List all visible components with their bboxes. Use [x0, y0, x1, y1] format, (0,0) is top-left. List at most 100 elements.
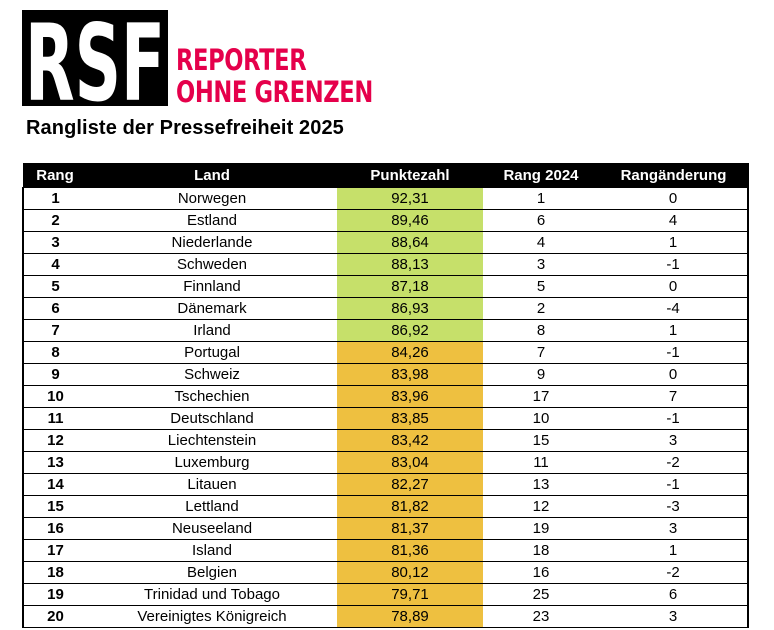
rank-change-cell: 1 — [599, 231, 749, 254]
logo-line-2: OHNE GRENZEN — [176, 75, 373, 109]
score-cell: 83,42 — [337, 429, 483, 452]
rank-cell: 9 — [22, 363, 87, 386]
rsf-logo-mark-text: RSF — [25, 10, 165, 106]
rank-2024-cell: 9 — [483, 363, 599, 386]
table-row: 20 Vereinigtes Königreich 78,89 23 3 — [22, 605, 749, 628]
country-cell: Litauen — [87, 473, 337, 496]
rank-2024-cell: 10 — [483, 407, 599, 430]
country-cell: Island — [87, 539, 337, 562]
rank-change-cell: -2 — [599, 451, 749, 474]
rank-change-cell: -1 — [599, 253, 749, 276]
country-cell: Trinidad und Tobago — [87, 583, 337, 606]
score-cell: 84,26 — [337, 341, 483, 364]
rank-2024-cell: 25 — [483, 583, 599, 606]
country-cell: Schweiz — [87, 363, 337, 386]
table-row: 14 Litauen 82,27 13 -1 — [22, 473, 749, 496]
table-row: 7 Irland 86,92 8 1 — [22, 319, 749, 342]
rank-cell: 11 — [22, 407, 87, 430]
score-cell: 79,71 — [337, 583, 483, 606]
rank-2024-cell: 15 — [483, 429, 599, 452]
table-row: 16 Neuseeland 81,37 19 3 — [22, 517, 749, 540]
country-cell: Lettland — [87, 495, 337, 518]
rank-cell: 8 — [22, 341, 87, 364]
table-row: 1 Norwegen 92,31 1 0 — [22, 187, 749, 210]
rsf-logo-wordmark: REPORTER OHNE GRENZEN — [176, 43, 373, 109]
country-cell: Finnland — [87, 275, 337, 298]
score-cell: 87,18 — [337, 275, 483, 298]
table-row: 15 Lettland 81,82 12 -3 — [22, 495, 749, 518]
rank-change-cell: -4 — [599, 297, 749, 320]
country-cell: Schweden — [87, 253, 337, 276]
score-cell: 88,13 — [337, 253, 483, 276]
page-title: Rangliste der Pressefreiheit 2025 — [26, 117, 344, 139]
header-land: Land — [86, 163, 338, 188]
rsf-logo-mark: RSF — [22, 10, 168, 106]
table-row: 12 Liechtenstein 83,42 15 3 — [22, 429, 749, 452]
rank-change-cell: 0 — [599, 363, 749, 386]
rank-change-cell: -2 — [599, 561, 749, 584]
rank-change-cell: -1 — [599, 473, 749, 496]
rank-change-cell: 1 — [599, 319, 749, 342]
table-row: 8 Portugal 84,26 7 -1 — [22, 341, 749, 364]
rank-change-cell: 6 — [599, 583, 749, 606]
header-punktezahl: Punktezahl — [336, 163, 484, 188]
rank-cell: 5 — [22, 275, 87, 298]
score-cell: 80,12 — [337, 561, 483, 584]
score-cell: 81,37 — [337, 517, 483, 540]
country-cell: Vereinigtes Königreich — [87, 605, 337, 628]
country-cell: Neuseeland — [87, 517, 337, 540]
rank-2024-cell: 23 — [483, 605, 599, 628]
country-cell: Luxemburg — [87, 451, 337, 474]
header-rang-2024: Rang 2024 — [482, 163, 600, 188]
rank-2024-cell: 19 — [483, 517, 599, 540]
rank-change-cell: -1 — [599, 407, 749, 430]
country-cell: Tschechien — [87, 385, 337, 408]
logo-line-1: REPORTER — [176, 43, 307, 77]
rank-cell: 1 — [22, 187, 87, 210]
rank-change-cell: 4 — [599, 209, 749, 232]
rank-change-cell: 1 — [599, 539, 749, 562]
table-row: 6 Dänemark 86,93 2 -4 — [22, 297, 749, 320]
table-row: 11 Deutschland 83,85 10 -1 — [22, 407, 749, 430]
rank-2024-cell: 11 — [483, 451, 599, 474]
rank-2024-cell: 8 — [483, 319, 599, 342]
rank-change-cell: 7 — [599, 385, 749, 408]
rank-cell: 14 — [22, 473, 87, 496]
country-cell: Niederlande — [87, 231, 337, 254]
score-cell: 86,92 — [337, 319, 483, 342]
rank-cell: 18 — [22, 561, 87, 584]
rank-2024-cell: 1 — [483, 187, 599, 210]
score-cell: 92,31 — [337, 187, 483, 210]
score-cell: 86,93 — [337, 297, 483, 320]
table-row: 13 Luxemburg 83,04 11 -2 — [22, 451, 749, 474]
rank-change-cell: 0 — [599, 275, 749, 298]
rank-2024-cell: 18 — [483, 539, 599, 562]
country-cell: Liechtenstein — [87, 429, 337, 452]
rank-cell: 19 — [22, 583, 87, 606]
table-row: 2 Estland 89,46 6 4 — [22, 209, 749, 232]
score-cell: 83,04 — [337, 451, 483, 474]
rank-2024-cell: 4 — [483, 231, 599, 254]
table-row: 19 Trinidad und Tobago 79,71 25 6 — [22, 583, 749, 606]
header-rang: Rang — [22, 163, 88, 188]
rank-2024-cell: 2 — [483, 297, 599, 320]
score-cell: 89,46 — [337, 209, 483, 232]
score-cell: 78,89 — [337, 605, 483, 628]
rank-cell: 7 — [22, 319, 87, 342]
ranking-table: Rang Land Punktezahl Rang 2024 Rangänder… — [22, 163, 749, 628]
rank-change-cell: 3 — [599, 605, 749, 628]
table-row: 5 Finnland 87,18 5 0 — [22, 275, 749, 298]
rank-change-cell: 3 — [599, 429, 749, 452]
rank-2024-cell: 16 — [483, 561, 599, 584]
table-header-row: Rang Land Punktezahl Rang 2024 Rangänder… — [22, 163, 749, 188]
score-cell: 83,85 — [337, 407, 483, 430]
country-cell: Deutschland — [87, 407, 337, 430]
rank-change-cell: -3 — [599, 495, 749, 518]
rank-cell: 16 — [22, 517, 87, 540]
table-row: 4 Schweden 88,13 3 -1 — [22, 253, 749, 276]
score-cell: 88,64 — [337, 231, 483, 254]
rank-2024-cell: 5 — [483, 275, 599, 298]
rank-cell: 12 — [22, 429, 87, 452]
rank-2024-cell: 13 — [483, 473, 599, 496]
table-row: 3 Niederlande 88,64 4 1 — [22, 231, 749, 254]
